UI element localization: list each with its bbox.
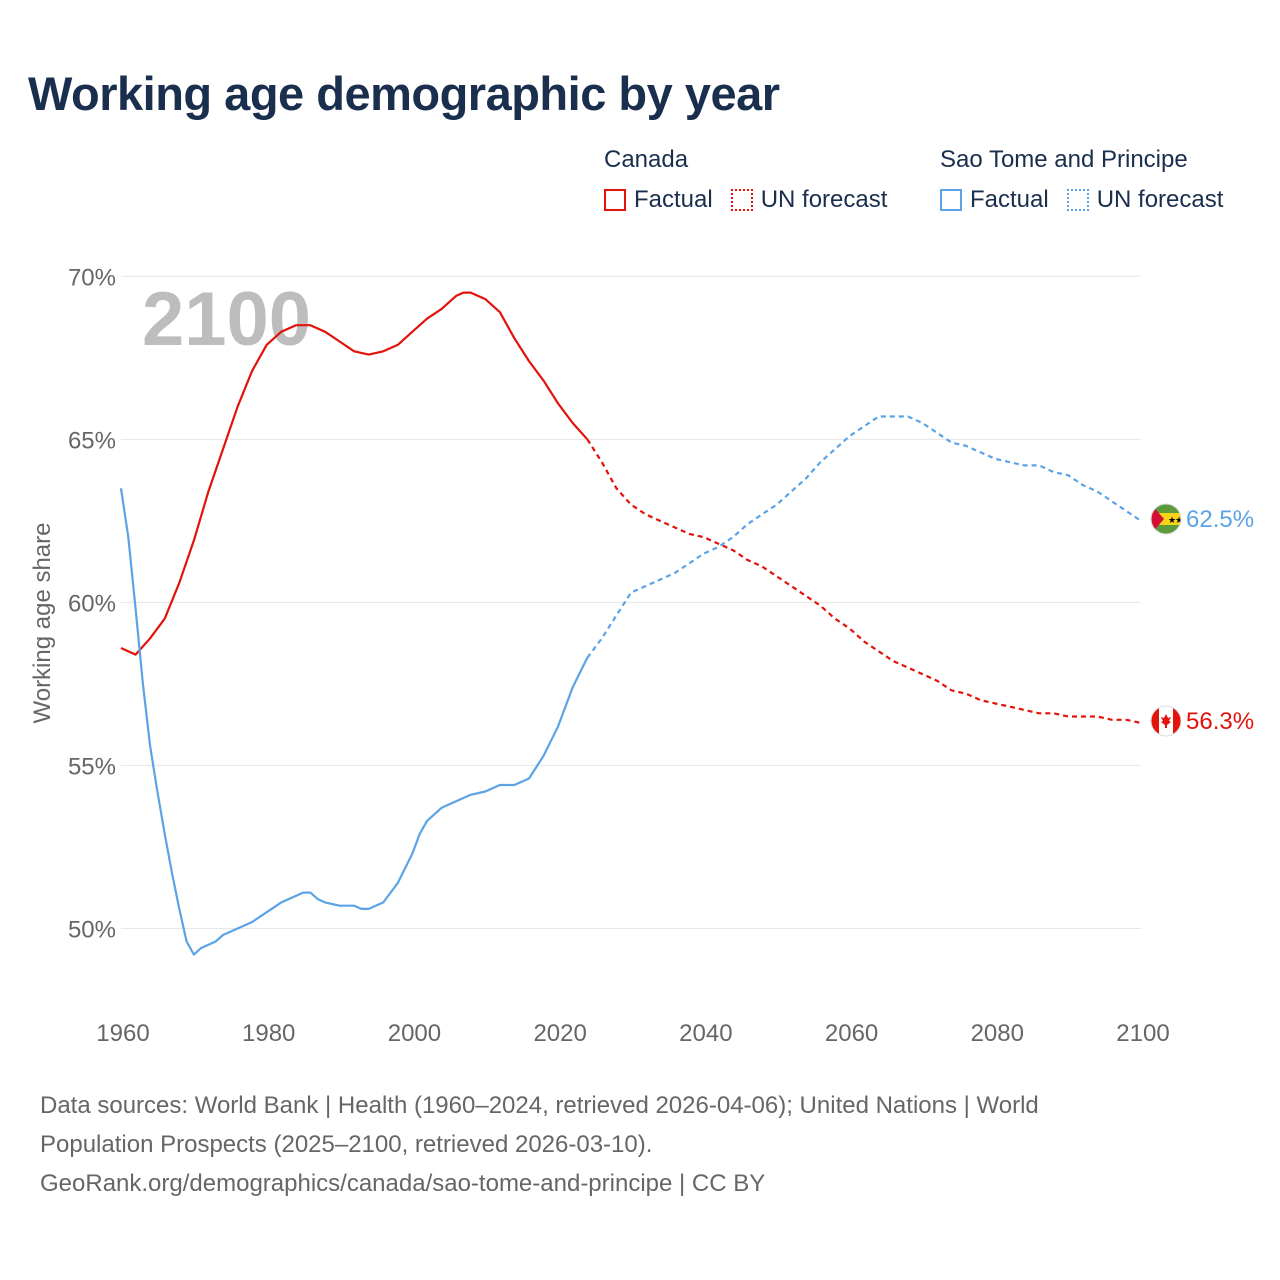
x-tick-label: 2100 (1116, 1020, 1169, 1047)
legend-group-sao-tome: Sao Tome and Principe Factual UN forecas… (940, 144, 1241, 214)
x-tick-label: 2000 (388, 1020, 441, 1047)
legend-swatch-forecast[interactable] (1066, 189, 1089, 211)
legend-group-name: Canada (604, 146, 689, 173)
sources-line-2: Population Prospects (2025–2100, retriev… (40, 1131, 653, 1158)
legend-group-canada: Canada Factual UN forecast (604, 144, 905, 214)
sources-line-3: GeoRank.org/demographics/canada/sao-tome… (40, 1170, 766, 1197)
x-tick-label: 2060 (825, 1020, 878, 1047)
chart-title: Working age demographic by year (28, 67, 780, 120)
legend-swatch-factual[interactable] (940, 189, 962, 211)
y-axis-ticks: 50% 55% 60% 65% 70% (68, 264, 116, 943)
legend-label-factual[interactable]: Factual (634, 186, 713, 213)
legend-swatch-factual[interactable] (604, 189, 626, 211)
x-tick-label: 1980 (242, 1020, 295, 1047)
gridlines (121, 275, 1141, 929)
line-chart: 50% 55% 60% 65% 70% 1960 1980 2000 2020 2040 2060… (29, 264, 1254, 1047)
series-line-canada-factual (120, 291, 589, 656)
legend-label-factual[interactable]: Factual (970, 186, 1049, 213)
legend-label-forecast[interactable]: UN forecast (1096, 186, 1224, 213)
y-tick-label: 50% (68, 916, 116, 943)
x-tick-label: 2080 (971, 1020, 1024, 1047)
x-tick-label: 2040 (679, 1020, 732, 1047)
legend-swatch-forecast[interactable] (730, 189, 753, 211)
end-label-sao-tome: 62.5% (1186, 506, 1254, 533)
end-label-canada: 56.3% (1186, 708, 1254, 735)
svg-text:★: ★ (1175, 516, 1183, 526)
x-axis-ticks: 1960 1980 2000 2020 2040 2060 2080 2100 (96, 1020, 1169, 1047)
y-axis-label: Working age share (29, 523, 56, 724)
legend-group-name: Sao Tome and Principe (940, 146, 1188, 173)
series-line-canada-forecast (586, 438, 1142, 725)
series-line-sao-tome-and-principe-factual (119, 488, 589, 956)
data-sources: Data sources: World Bank | Health (1960–… (40, 1086, 1240, 1203)
y-tick-label: 70% (68, 264, 116, 291)
x-tick-label: 2020 (533, 1020, 586, 1047)
legend-label-forecast[interactable]: UN forecast (760, 186, 888, 213)
y-tick-label: 65% (68, 427, 116, 454)
y-tick-label: 60% (68, 590, 116, 617)
svg-text:★: ★ (1168, 516, 1176, 526)
canada-flag-icon (1150, 705, 1182, 737)
series-line-sao-tome-and-principe-forecast (586, 415, 1142, 659)
x-tick-label: 1960 (96, 1020, 149, 1047)
y-tick-label: 55% (68, 753, 116, 780)
sao-tome-flag-icon: ★ ★ (1150, 503, 1183, 535)
series-layer (119, 291, 1142, 956)
sources-line-1: Data sources: World Bank | Health (1960–… (40, 1092, 1039, 1119)
year-overlay: 2100 (142, 277, 311, 362)
